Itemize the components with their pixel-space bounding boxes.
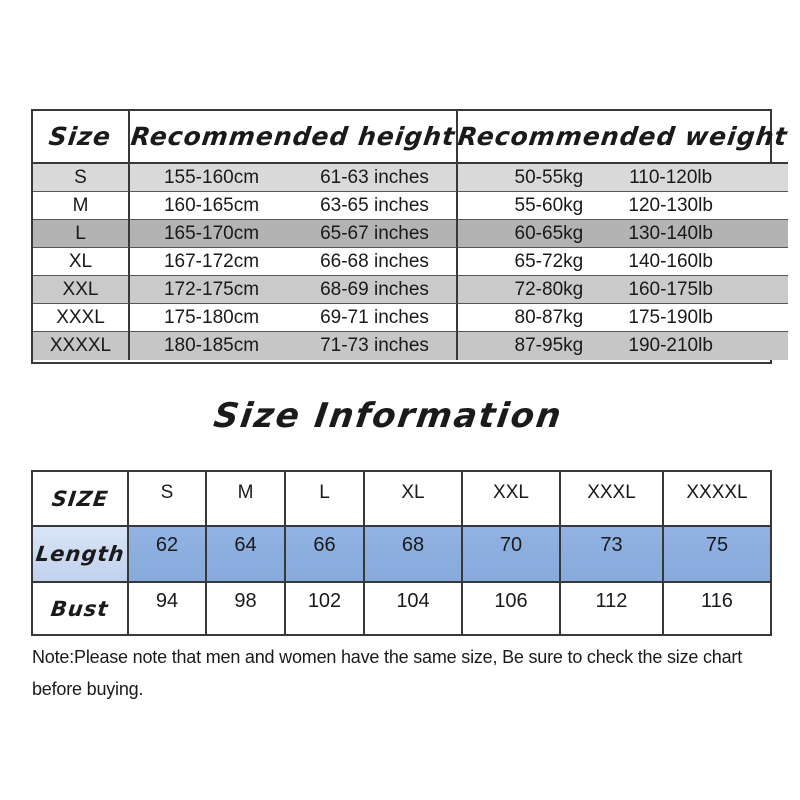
measurement-value-cell: 70 [461, 525, 559, 581]
weight-cell: 50-55kg 110-120lb [456, 164, 788, 192]
measurement-value-cell: 104 [363, 581, 461, 634]
height-inches-value: 69-71 inches [320, 306, 429, 328]
height-cm-value: 155-160cm [163, 166, 260, 188]
measurement-row-label-cell: Bust [33, 581, 127, 634]
recommended-size-table: Size Recommended height Recommended weig… [31, 109, 789, 364]
measurement-value-cell: 68 [363, 525, 461, 581]
height-inches-value: 61-63 inches [320, 166, 429, 188]
weight-cell: 65-72kg 140-160lb [456, 248, 788, 276]
size-cell: XXXL [33, 304, 128, 332]
recommended-height-header-label: Recommended height [129, 122, 457, 151]
weight-lb-value: 160-175lb [628, 278, 713, 300]
weight-lb-value: 110-120lb [629, 166, 713, 188]
weight-cell: 72-80kg 160-175lb [456, 276, 788, 304]
height-cell: 160-165cm 63-65 inches [128, 192, 456, 220]
weight-lb-value: 190-210lb [628, 335, 713, 356]
recommended-height-header: Recommended height [128, 111, 457, 164]
measurements-corner-label: SIZE [50, 486, 110, 511]
recommended-weight-header: Recommended weight [456, 111, 790, 164]
weight-cell: 60-65kg 130-140lb [456, 220, 788, 248]
measurement-value-cell: 75 [662, 525, 770, 581]
size-cell: XXL [33, 276, 128, 304]
weight-kg-value: 80-87kg [514, 306, 584, 328]
section-title-text: Size Information [210, 396, 566, 436]
measurement-value-cell: 102 [284, 581, 363, 634]
measurement-row-label-cell: Length [33, 525, 127, 581]
measurements-corner-cell: SIZE [33, 472, 127, 525]
size-cell: M [33, 192, 128, 220]
height-cm-value: 160-165cm [163, 194, 260, 216]
height-cm-value: 180-185cm [163, 335, 260, 356]
weight-lb-value: 140-160lb [628, 250, 713, 272]
height-inches-value: 66-68 inches [320, 250, 429, 272]
height-cell: 175-180cm 69-71 inches [128, 304, 456, 332]
note-text: Note:Please note that men and women have… [32, 647, 743, 699]
size-header-cell: L [284, 472, 363, 525]
weight-kg-value: 55-60kg [514, 194, 584, 216]
size-header-cell: XXXL [559, 472, 662, 525]
size-cell: L [33, 220, 128, 248]
measurement-value-cell: 66 [284, 525, 363, 581]
measurement-value-cell: 62 [127, 525, 205, 581]
measurement-row-label: Bust [49, 596, 111, 621]
weight-kg-value: 60-65kg [514, 222, 584, 244]
height-inches-value: 71-73 inches [320, 335, 429, 356]
height-inches-value: 65-67 inches [320, 222, 429, 244]
size-header-cell: M [205, 472, 284, 525]
weight-kg-value: 50-55kg [514, 166, 584, 188]
weight-cell: 55-60kg 120-130lb [456, 192, 788, 220]
size-header-cell: XL [363, 472, 461, 525]
height-cm-value: 175-180cm [163, 306, 260, 328]
height-cm-value: 167-172cm [163, 250, 260, 272]
height-cm-value: 165-170cm [163, 222, 260, 244]
size-header-cell: XXXXL [662, 472, 770, 525]
size-cell: XL [33, 248, 128, 276]
section-title: Size Information [0, 396, 800, 436]
size-column-header-label: Size [47, 122, 114, 151]
weight-cell: 80-87kg 175-190lb [456, 304, 788, 332]
weight-kg-value: 87-95kg [514, 335, 584, 356]
size-cell: XXXXL [33, 332, 128, 360]
height-inches-value: 63-65 inches [320, 194, 429, 216]
height-cell: 165-170cm 65-67 inches [128, 220, 456, 248]
height-cm-value: 172-175cm [163, 278, 260, 300]
size-column-header: Size [33, 111, 128, 164]
weight-cell: 87-95kg 190-210lb [456, 332, 788, 360]
weight-kg-value: 72-80kg [514, 278, 584, 300]
measurement-value-cell: 73 [559, 525, 662, 581]
size-header-cell: XXL [461, 472, 559, 525]
measurement-value-cell: 94 [127, 581, 205, 634]
measurement-row-label: Length [34, 542, 126, 566]
weight-lb-value: 175-190lb [628, 306, 713, 328]
recommended-weight-header-label: Recommended weight [456, 122, 790, 151]
measurements-table: SIZE S M L XL XXL XXXL XXXXL Length 62 64 66 68 70 73… [31, 470, 772, 636]
height-cell: 167-172cm 66-68 inches [128, 248, 456, 276]
measurement-value-cell: 116 [662, 581, 770, 634]
weight-lb-value: 120-130lb [628, 194, 713, 216]
size-header-cell: S [127, 472, 205, 525]
height-cell: 155-160cm 61-63 inches [128, 164, 456, 192]
measurement-value-cell: 112 [559, 581, 662, 634]
height-cell: 180-185cm 71-73 inches [128, 332, 456, 360]
measurement-value-cell: 106 [461, 581, 559, 634]
height-inches-value: 68-69 inches [320, 278, 429, 300]
weight-lb-value: 130-140lb [628, 222, 713, 244]
weight-kg-value: 65-72kg [514, 250, 584, 272]
size-cell: S [33, 164, 128, 192]
height-cell: 172-175cm 68-69 inches [128, 276, 456, 304]
measurement-value-cell: 98 [205, 581, 284, 634]
measurement-value-cell: 64 [205, 525, 284, 581]
